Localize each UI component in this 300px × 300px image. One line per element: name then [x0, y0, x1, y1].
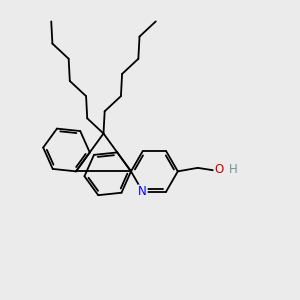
Text: H: H — [228, 163, 237, 176]
Text: O: O — [214, 163, 223, 176]
Text: N: N — [138, 185, 147, 198]
